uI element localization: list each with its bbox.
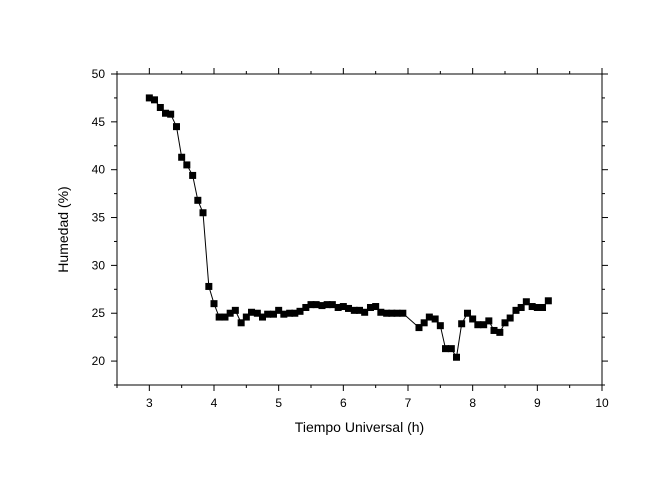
- data-point: [420, 319, 428, 327]
- data-point: [259, 313, 266, 321]
- x-tick-label: 8: [469, 396, 476, 410]
- data-point: [533, 303, 541, 311]
- data-point: [539, 303, 547, 311]
- data-point: [269, 310, 277, 318]
- x-tick-label: 10: [595, 396, 609, 410]
- data-point: [522, 298, 530, 306]
- data-point: [302, 303, 310, 311]
- x-tick-label: 4: [211, 396, 218, 410]
- data-point: [442, 345, 450, 353]
- data-point: [151, 96, 159, 104]
- data-point: [296, 307, 304, 315]
- data-point: [453, 353, 460, 361]
- data-point: [361, 308, 369, 316]
- data-point: [183, 161, 191, 169]
- data-point: [162, 109, 169, 117]
- data-point: [512, 306, 520, 314]
- data-point: [318, 302, 326, 310]
- data-point: [388, 309, 396, 317]
- data-point: [436, 322, 444, 330]
- data-point: [469, 315, 477, 323]
- data-point: [221, 313, 229, 321]
- data-point: [490, 326, 498, 334]
- data-point: [215, 313, 223, 321]
- data-point: [474, 321, 482, 329]
- data-point: [458, 320, 466, 328]
- data-point: [350, 306, 358, 314]
- data-point: [264, 310, 272, 318]
- data-point: [383, 309, 391, 317]
- data-point: [485, 317, 493, 325]
- y-tick-label: 50: [92, 67, 106, 81]
- data-point: [237, 319, 245, 327]
- plot-frame: [116, 73, 603, 386]
- data-point: [339, 303, 347, 311]
- data-point: [199, 209, 207, 217]
- data-point: [399, 309, 407, 317]
- data-point: [286, 309, 294, 317]
- data-point: [528, 303, 536, 311]
- data-point: [372, 303, 380, 311]
- data-point: [377, 308, 385, 316]
- y-tick-label: 20: [92, 354, 106, 368]
- x-tick-label: 9: [534, 396, 541, 410]
- x-axis-title: Tiempo Universal (h): [295, 419, 424, 435]
- data-point: [501, 319, 509, 327]
- data-point: [194, 196, 202, 204]
- data-point: [242, 313, 250, 321]
- data-point: [415, 324, 423, 332]
- data-point: [307, 301, 315, 309]
- data-point: [447, 345, 455, 353]
- data-point: [231, 306, 239, 314]
- x-tick-label: 5: [275, 396, 282, 410]
- y-tick-label: 40: [92, 163, 106, 177]
- y-tick-label: 35: [92, 211, 106, 225]
- data-point: [210, 300, 218, 308]
- data-point: [496, 328, 504, 336]
- data-point: [366, 303, 374, 311]
- data-point: [334, 303, 342, 311]
- data-point: [544, 297, 552, 305]
- data-point: [172, 123, 180, 131]
- data-point: [189, 171, 197, 179]
- data-point: [253, 309, 261, 317]
- data-point: [291, 309, 299, 317]
- data-point: [463, 309, 471, 317]
- data-point: [356, 306, 363, 314]
- data-point: [280, 310, 288, 318]
- data-point: [323, 301, 331, 309]
- data-point: [431, 315, 439, 323]
- data-point: [205, 282, 213, 290]
- y-tick-label: 45: [92, 115, 106, 129]
- x-tick-label: 3: [146, 396, 153, 410]
- data-point: [156, 103, 164, 111]
- data-point: [506, 314, 514, 322]
- y-tick-label: 30: [92, 258, 106, 272]
- data-point: [345, 304, 353, 312]
- y-tick-label: 25: [92, 306, 106, 320]
- data-point: [167, 110, 175, 118]
- plot-area: [145, 94, 552, 361]
- data-point: [145, 94, 153, 102]
- x-tick-label: 7: [405, 396, 412, 410]
- data-point: [480, 321, 488, 329]
- data-point: [275, 306, 283, 314]
- data-point: [328, 301, 336, 309]
- y-axis-title: Humedad (%): [55, 186, 71, 272]
- data-point: [393, 309, 401, 317]
- data-point: [226, 309, 234, 317]
- data-point: [517, 303, 525, 311]
- data-point: [178, 153, 186, 161]
- x-tick-label: 6: [340, 396, 347, 410]
- data-point: [425, 313, 433, 321]
- data-point: [312, 301, 320, 309]
- data-point: [248, 308, 256, 316]
